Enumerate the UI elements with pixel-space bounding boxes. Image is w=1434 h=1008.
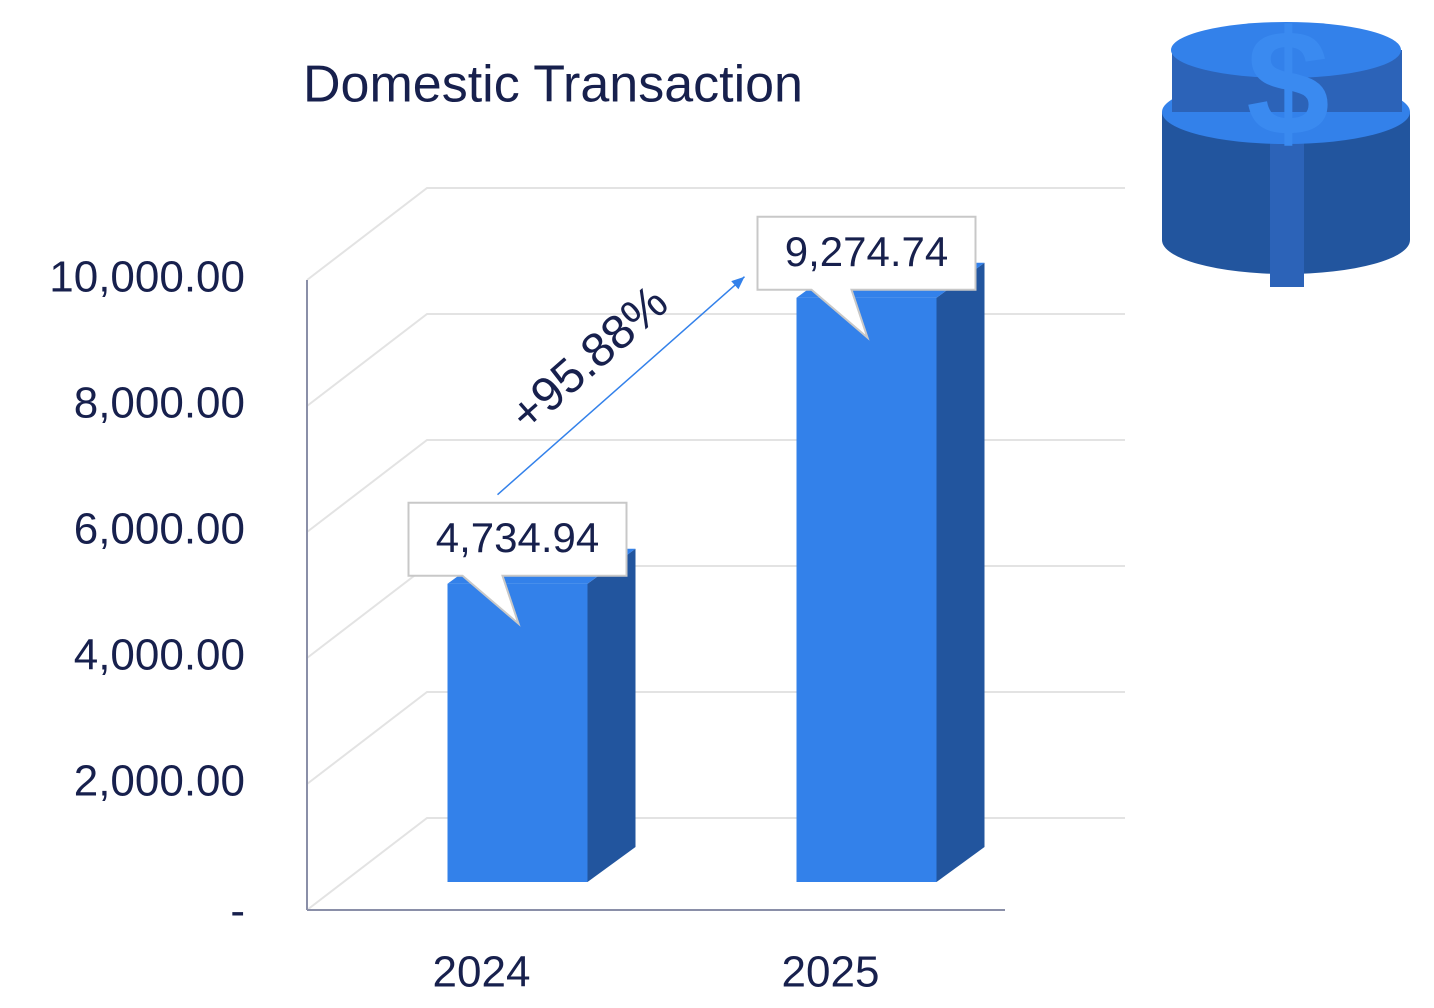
grid-line [306,187,1125,281]
callout [756,215,977,341]
y-tick-label: - [230,887,245,936]
bar-front [447,583,588,882]
grid-line [306,565,1125,659]
y-tick-label: 6,000.00 [74,505,245,554]
arrow [497,276,745,496]
y-tick-label: 10,000.00 [49,253,245,302]
y-tick-label: 4,000.00 [74,631,245,680]
x-tick-label: 2024 [433,948,531,997]
callout [407,501,628,627]
y-tick-label: 8,000.00 [74,379,245,428]
bar [796,262,985,882]
arrow-head [731,276,745,290]
dollar-icon: $ [1162,0,1410,287]
bar [447,548,636,882]
grid-line [306,691,1125,785]
svg-text:$: $ [1246,0,1329,167]
bar-side [587,548,636,882]
y-tick-label: 2,000.00 [74,757,245,806]
bar-front [796,297,937,882]
grid-line [306,817,1125,911]
value-label: 9,274.74 [785,228,949,275]
bar-side [936,262,985,882]
grid-line [306,313,1125,407]
x-tick-label: 2025 [782,948,880,997]
chart-title: Domestic Transaction [303,56,803,114]
value-label: 4,734.94 [436,514,600,561]
